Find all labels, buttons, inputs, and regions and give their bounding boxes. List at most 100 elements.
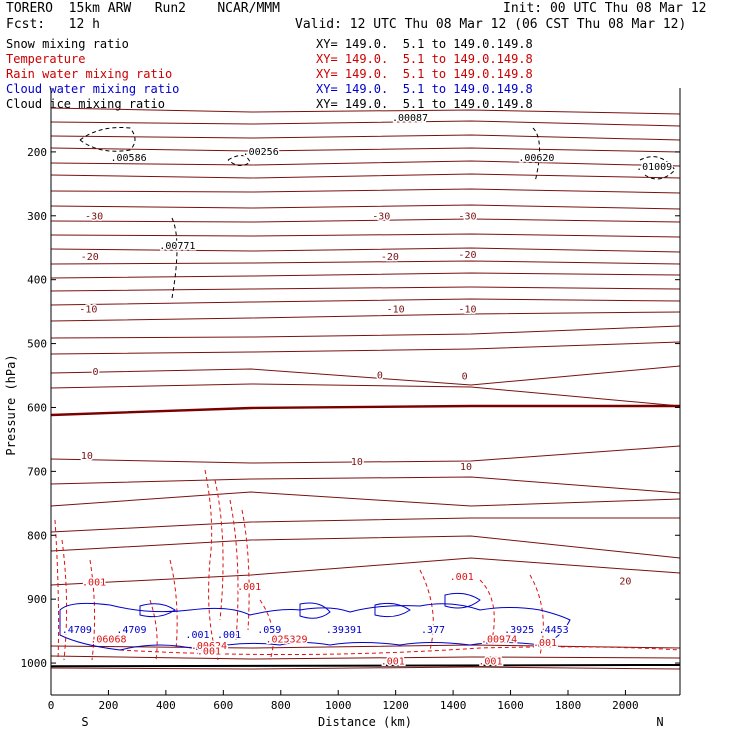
rain-contour-label: .001 xyxy=(82,578,106,589)
cloud-water-contour xyxy=(299,602,331,619)
rain-contour-label: .00624 xyxy=(191,641,227,652)
snow-maximum-label: .00256 xyxy=(243,147,279,158)
snow-maximum-label: .00771 xyxy=(159,241,195,252)
legend-xy-snow: XY= 149.0. 5.1 to 149.0.149.8 xyxy=(316,37,533,51)
temperature-contour-label: -10 xyxy=(458,304,476,315)
x-axis-label: Distance (km) xyxy=(318,715,412,729)
legend-name-rain: Rain water mixing ratio xyxy=(6,67,173,81)
forecast-hour: Fcst: 12 h xyxy=(6,17,100,32)
legend-xy-temperature: XY= 149.0. 5.1 to 149.0.149.8 xyxy=(316,52,533,66)
x-tick-label: 1400 xyxy=(440,699,467,712)
temperature-contour-label: -30 xyxy=(458,212,476,223)
snow-maximum-label: .00620 xyxy=(518,153,554,164)
legend-name-snow: Snow mixing ratio xyxy=(6,37,129,51)
x-tick-label: 600 xyxy=(213,699,233,712)
rain-contour xyxy=(54,519,60,661)
cloud-water-contours xyxy=(59,592,571,651)
rain-contour xyxy=(169,559,178,651)
rain-contour xyxy=(204,469,219,661)
temperature-contour-label: 10 xyxy=(351,457,363,468)
temperature-contour-label: -10 xyxy=(387,304,405,315)
ground-line xyxy=(50,663,681,668)
temperature-contour-label: -30 xyxy=(372,212,390,223)
x-tick-label: 1800 xyxy=(555,699,582,712)
temperature-isotherm xyxy=(50,160,681,167)
y-tick-label: 300 xyxy=(27,210,47,223)
rain-contour xyxy=(241,509,250,631)
temperature-isotherm xyxy=(50,476,681,494)
y-tick-label: 900 xyxy=(27,593,47,606)
cloud-water-label: .3925 xyxy=(504,625,534,636)
valid-time: Valid: 12 UTC Thu 08 Mar 12 (06 CST Thu … xyxy=(295,17,687,32)
snow-contours xyxy=(79,127,676,299)
temperature-isotherm xyxy=(50,204,681,210)
rain-contour xyxy=(61,539,68,661)
y-tick-label: 600 xyxy=(27,401,47,414)
rain-contour-label: .001 xyxy=(533,638,557,649)
snow-maximum-label: .01009 xyxy=(636,162,672,173)
rain-contour-label: .001 xyxy=(237,582,261,593)
snow-contour xyxy=(171,217,178,299)
temperature-isotherm xyxy=(50,404,680,417)
cloud-water-label: .4709 xyxy=(62,625,92,636)
cloud-water-label: .001 xyxy=(185,630,209,641)
y-tick-label: 700 xyxy=(27,465,47,478)
cloud-water-label: .377 xyxy=(421,625,445,636)
temperature-isotherm xyxy=(50,120,681,127)
rain-contour xyxy=(259,599,274,661)
init-time: Init: 00 UTC Thu 08 Mar 12 xyxy=(503,1,707,16)
temperature-contour-label: -20 xyxy=(81,252,99,263)
rain-contour xyxy=(149,599,158,661)
rain-contour-label: .00974 xyxy=(481,635,517,646)
temperature-contour-label: -30 xyxy=(85,212,103,223)
cloud-water-label: .4709 xyxy=(116,625,146,636)
cloud-water-label: .4453 xyxy=(539,625,569,636)
x-tick-label: 400 xyxy=(156,699,176,712)
contour-labels: -30 -30 -30 -20 -20 -20 -10 -10 -10 0 0 0 10 10 10 20 .0… xyxy=(60,112,673,669)
temperature-isotherm xyxy=(50,311,681,322)
legend-name-temperature: Temperature xyxy=(6,52,86,66)
x-tick-label: 800 xyxy=(271,699,291,712)
cloud-water-contour xyxy=(444,592,481,609)
temperature-contour-label: 0 xyxy=(93,367,99,378)
rain-contour xyxy=(529,574,544,656)
x-tick-label: 200 xyxy=(99,699,119,712)
temperature-isotherm xyxy=(50,233,681,238)
temperature-isotherm xyxy=(50,666,681,670)
rain-contour-label: .001 xyxy=(381,656,405,667)
temperature-isotherm xyxy=(50,365,681,386)
x-tick-label: 1600 xyxy=(497,699,524,712)
temperature-isotherm xyxy=(50,383,681,407)
temperature-isotherm xyxy=(50,173,681,179)
rain-contour-label: .001 xyxy=(450,572,474,583)
temperature-isotherm xyxy=(50,535,681,559)
temperature-contour-label: 10 xyxy=(81,451,93,462)
snow-contour xyxy=(79,127,136,152)
rain-contour-label: .025329 xyxy=(265,635,307,646)
legend-name-cloud-ice: Cloud ice mixing ratio xyxy=(6,97,165,111)
temperature-isotherm xyxy=(50,218,681,223)
y-tick-label: 800 xyxy=(27,529,47,542)
temperature-isotherm xyxy=(50,445,681,464)
cloud-water-contour xyxy=(59,602,571,651)
temperature-isotherm xyxy=(50,325,681,339)
cloud-water-contour xyxy=(139,603,176,618)
temperature-isotherm xyxy=(50,655,681,660)
x-tick-label: 1000 xyxy=(325,699,352,712)
x-tick-label: 2000 xyxy=(612,699,639,712)
legend-xy-rain: XY= 149.0. 5.1 to 149.0.149.8 xyxy=(316,67,533,81)
temperature-isotherm xyxy=(50,557,681,586)
snow-contour xyxy=(639,156,676,180)
rain-contour-label: .001 xyxy=(197,647,221,658)
y-axis-label: Pressure (hPa) xyxy=(4,354,18,455)
temperature-isotherm xyxy=(50,298,681,306)
rain-contour xyxy=(229,499,239,641)
north-end-label: N xyxy=(656,715,663,729)
temperature-contour-label: -10 xyxy=(79,304,97,315)
temperature-isotherm xyxy=(50,491,681,507)
temperature-contour-label: 0 xyxy=(462,371,468,382)
y-tick-label: 200 xyxy=(27,146,47,159)
snow-maximum-label: .00586 xyxy=(110,153,146,164)
